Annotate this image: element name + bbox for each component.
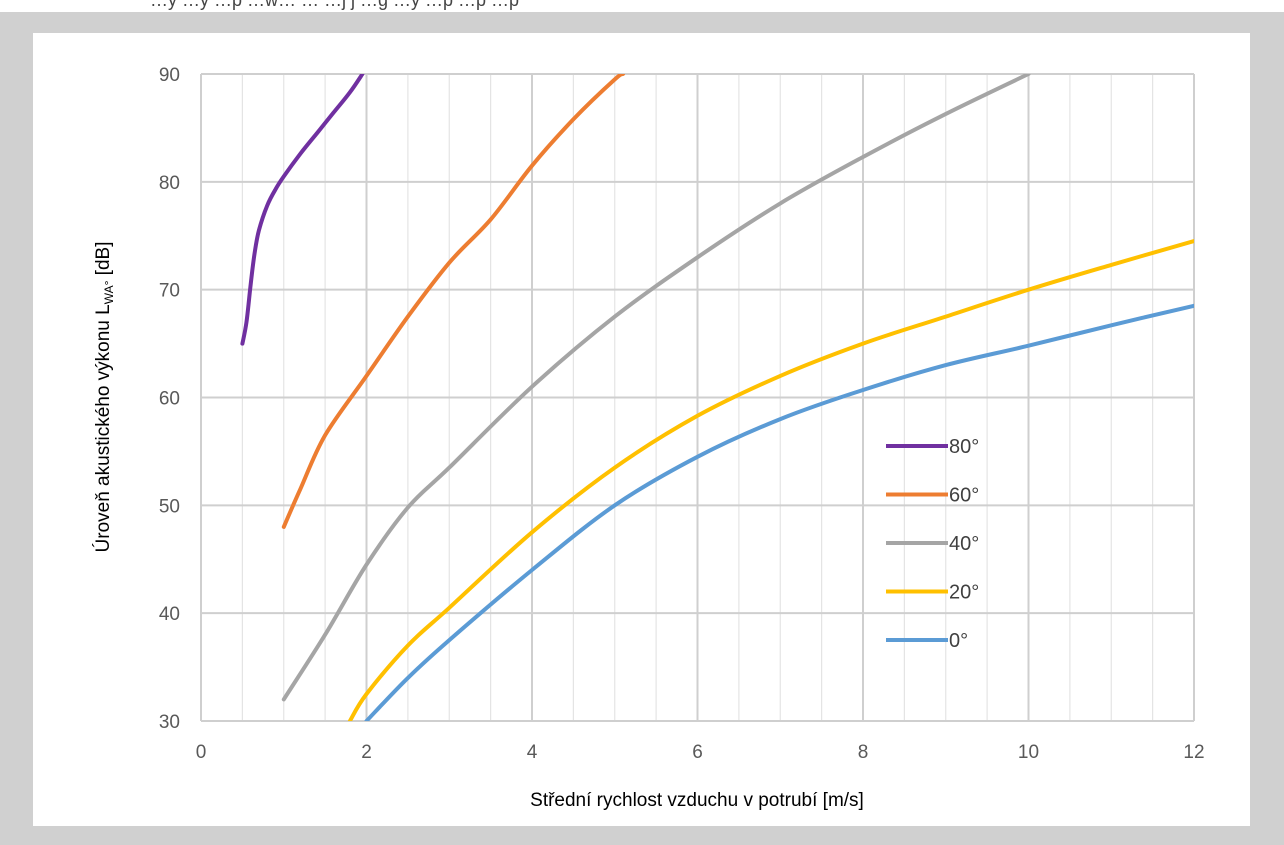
x-tick-label: 2: [361, 742, 372, 763]
y-axis-title-unit: [dB]: [93, 242, 114, 281]
x-axis-title: Střední rychlost vzduchu v potrubí [m/s]: [530, 790, 864, 811]
y-tick-label: 70: [159, 281, 180, 302]
y-axis-title-subscript: WA°: [102, 280, 116, 304]
legend-label: 20°: [949, 582, 979, 604]
series-lines: [240, 74, 1194, 721]
x-tick-label: 6: [692, 742, 703, 763]
series-line-0: [240, 74, 365, 346]
gridlines: [200, 73, 1195, 722]
series-line-2: [281, 74, 1031, 702]
legend-label: 80°: [949, 436, 979, 458]
legend: 80° 60° 40° 20° 0°: [886, 436, 979, 652]
legend-label: 0°: [949, 630, 968, 652]
x-tick-label: 10: [1018, 742, 1039, 763]
x-tick-label: 8: [858, 742, 869, 763]
x-tick-label: 0: [196, 742, 207, 763]
legend-label: 40°: [949, 533, 979, 555]
x-tick-label: 12: [1183, 742, 1204, 763]
legend-label: 60°: [949, 485, 979, 507]
y-axis-ticks: 30 40 50 60 70 80 90: [159, 65, 180, 733]
cropped-header-fragment: …y …y …p …w… … …j j …g …y …p …p …p: [150, 0, 520, 10]
y-tick-label: 80: [159, 173, 180, 194]
y-axis-title: Úroveň akustického výkonu LWA° [dB]: [92, 242, 116, 553]
y-tick-label: 60: [159, 389, 180, 410]
series-line-4: [364, 303, 1194, 721]
chart-area-background: [33, 33, 1250, 826]
x-tick-label: 4: [527, 742, 538, 763]
y-tick-label: 50: [159, 496, 180, 517]
y-tick-label: 90: [159, 65, 180, 86]
series-line-3: [347, 239, 1194, 721]
y-tick-label: 40: [159, 604, 180, 625]
x-axis-ticks: 0 2 4 6 8 10 12: [196, 742, 1205, 763]
cropped-header-text: …y …y …p …w… … …j j …g …y …p …p …p: [0, 0, 1284, 12]
series-line-1: [281, 74, 625, 529]
y-tick-label: 30: [159, 712, 180, 733]
y-axis-title-main: Úroveň akustického výkonu L: [92, 304, 114, 552]
